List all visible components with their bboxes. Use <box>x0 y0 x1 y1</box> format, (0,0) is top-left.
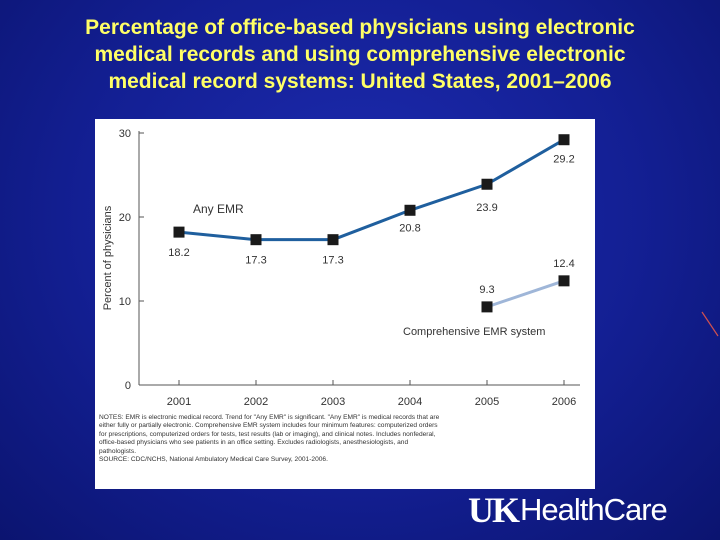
series-name-comprehensive-emr: Comprehensive EMR system <box>403 326 545 338</box>
chart-panel: 0 10 20 30 2001 2002 2003 2004 2005 2006 Percent o… <box>95 119 595 489</box>
emr-line-chart: 0 10 20 30 2001 2002 2003 2004 2005 2006 Percent o… <box>102 128 580 408</box>
title-line-1: Percentage of office-based physicians us… <box>85 16 635 39</box>
data-label-any-emr: 20.8 <box>399 222 420 234</box>
data-label-any-emr: 18.2 <box>168 247 189 259</box>
notes-line-1: NOTES: EMR is electronic medical record.… <box>99 414 440 421</box>
logo-uk-mark: UK <box>468 490 520 530</box>
y-tick-label: 20 <box>119 212 131 224</box>
notes-line-3: for prescriptions, computerized orders f… <box>99 430 436 438</box>
decorative-line <box>701 311 719 337</box>
data-label-any-emr: 17.3 <box>245 255 266 267</box>
notes-line-5: pathologists. <box>99 447 137 455</box>
series-line-any-emr <box>178 138 565 242</box>
x-tick-label: 2004 <box>398 396 422 408</box>
series-line-comprehensive-emr <box>486 279 565 309</box>
data-point-any-emr <box>173 226 185 238</box>
data-label-any-emr: 17.3 <box>322 255 343 267</box>
data-point-any-emr <box>558 134 570 146</box>
x-tick-label: 2003 <box>321 396 345 408</box>
data-point-any-emr <box>327 234 339 246</box>
data-point-any-emr <box>481 178 493 190</box>
data-point-comprehensive-emr <box>481 301 493 313</box>
uk-healthcare-logo: UK HealthCare <box>468 490 668 530</box>
data-label-comprehensive-emr: 12.4 <box>553 258 574 270</box>
data-point-comprehensive-emr <box>558 275 570 287</box>
y-axis-label: Percent of physicians <box>102 205 114 310</box>
data-label-any-emr: 29.2 <box>553 154 574 166</box>
data-label-comprehensive-emr: 9.3 <box>479 284 494 296</box>
x-tick-label: 2006 <box>552 396 576 408</box>
data-point-any-emr <box>250 234 262 246</box>
x-tick-label: 2002 <box>244 396 268 408</box>
title-line-3: medical record systems: United States, 2… <box>108 70 612 93</box>
x-tick-label: 2005 <box>475 396 499 408</box>
title-line-2: medical records and using comprehensive … <box>94 43 626 66</box>
notes-line-4: office-based physicians who see patients… <box>99 439 409 447</box>
source-line: SOURCE: CDC/NCHS, National Ambulatory Me… <box>99 456 328 464</box>
logo-healthcare-text: HealthCare <box>520 492 668 527</box>
y-tick-label: 30 <box>119 128 131 140</box>
y-tick-label: 0 <box>125 380 131 392</box>
data-label-any-emr: 23.9 <box>476 202 497 214</box>
data-point-any-emr <box>404 204 416 216</box>
notes-line-2: either fully or partially electronic. Co… <box>99 422 438 430</box>
slide-title: Percentage of office-based physicians us… <box>20 14 700 95</box>
y-tick-label: 10 <box>119 296 131 308</box>
series-name-any-emr: Any EMR <box>193 202 244 216</box>
chart-notes: NOTES: EMR is electronic medical record.… <box>99 414 589 464</box>
x-tick-label: 2001 <box>167 396 191 408</box>
